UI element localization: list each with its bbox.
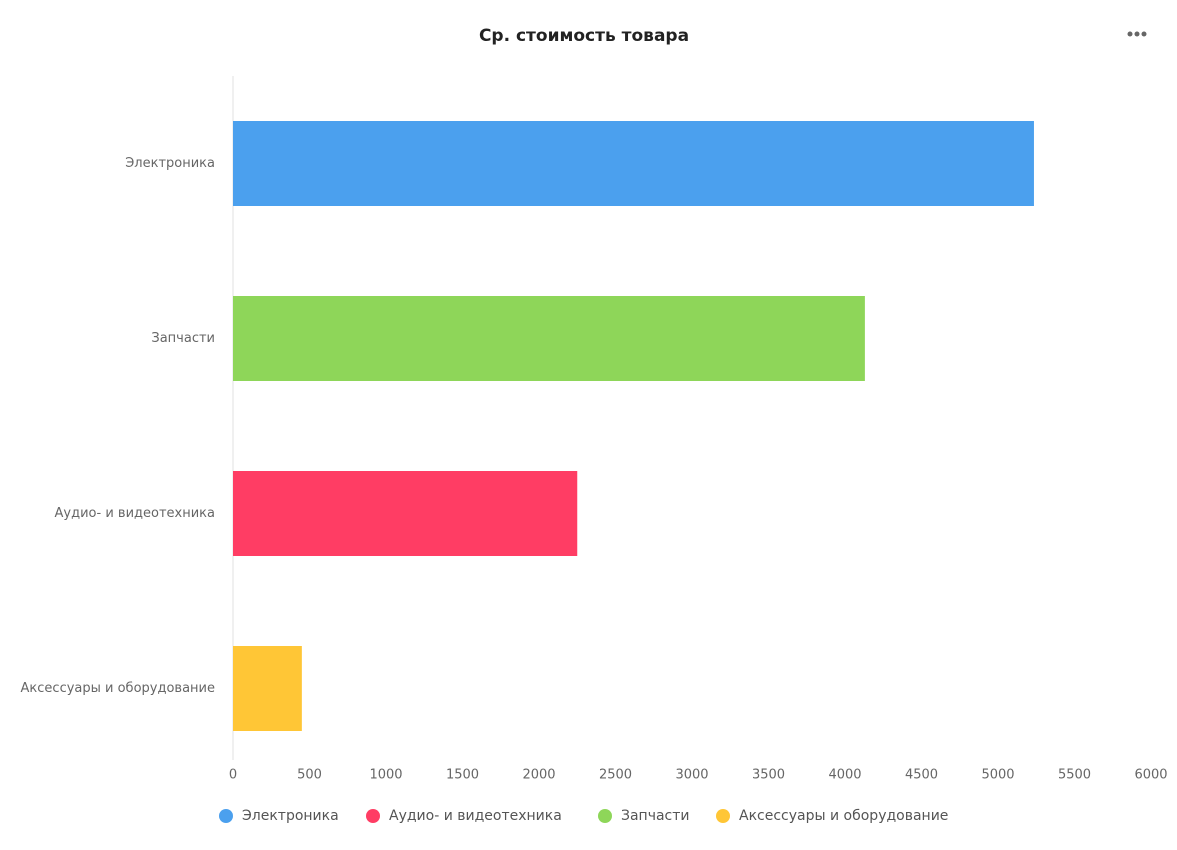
x-tick-label: 2000: [522, 768, 555, 783]
x-tick-label: 3500: [752, 768, 785, 783]
menu-dot: [1127, 31, 1133, 37]
chart-title: Ср. стоимость товара: [479, 26, 689, 46]
y-tick-label: Электроника: [125, 156, 215, 171]
bar: [233, 121, 1034, 206]
menu-button[interactable]: [1127, 31, 1147, 37]
legend-label: Запчасти: [621, 808, 690, 824]
legend-marker: [219, 809, 233, 823]
x-tick-label: 5500: [1058, 768, 1091, 783]
bar: [233, 471, 578, 556]
menu-dot: [1141, 31, 1147, 37]
x-tick-label: 5000: [981, 768, 1014, 783]
y-tick-label: Запчасти: [151, 331, 215, 346]
x-tick-label: 500: [297, 768, 322, 783]
y-tick-label: Аксессуары и оборудование: [21, 681, 215, 696]
legend-marker: [598, 809, 612, 823]
y-tick-label: Аудио- и видеотехника: [55, 506, 215, 521]
bar: [233, 646, 302, 731]
x-tick-label: 1500: [446, 768, 479, 783]
x-tick-label: 0: [229, 768, 237, 783]
legend-marker: [366, 809, 380, 823]
x-tick-label: 4000: [828, 768, 861, 783]
legend-label: Аудио- и видеотехника: [389, 808, 562, 824]
legend-label: Аксессуары и оборудование: [739, 808, 948, 824]
menu-dot: [1134, 31, 1140, 37]
legend-marker: [716, 809, 730, 823]
x-tick-label: 6000: [1134, 768, 1167, 783]
legend-label: Электроника: [242, 808, 339, 824]
x-tick-label: 1000: [369, 768, 402, 783]
x-tick-label: 4500: [905, 768, 938, 783]
x-tick-label: 3000: [675, 768, 708, 783]
bar: [233, 296, 865, 381]
x-tick-label: 2500: [599, 768, 632, 783]
